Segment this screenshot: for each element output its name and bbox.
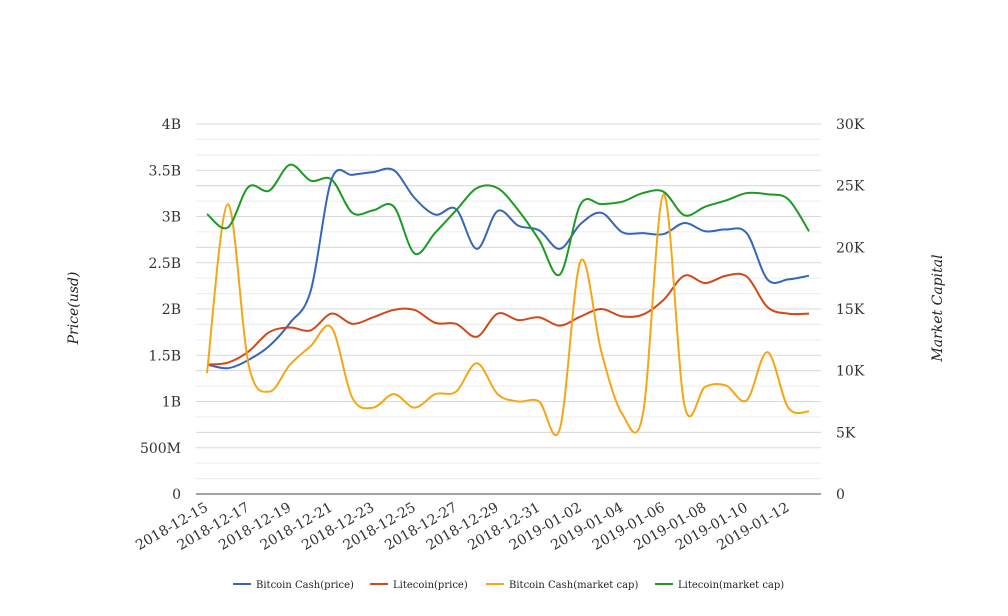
legend-label-bitcoin-cash-market-cap: Bitcoin Cash(market cap) [509,580,638,591]
y-left-tick-label: 4B [162,117,181,133]
y-left-tick-label: 1.5B [148,348,181,364]
y-left-tick-label: 0 [172,487,181,503]
y-left-tick-label: 2.5B [148,256,181,272]
legend-label-bitcoin-cash-price: Bitcoin Cash(price) [256,580,354,591]
y-left-tick-label: 2B [162,302,181,318]
series-line-litecoin-market-cap [206,163,810,277]
series-line-bitcoin-cash-price [206,167,810,370]
y-right-tick-label: 30K [836,117,865,133]
series-line-litecoin-price [206,272,810,366]
axes: 0 500M 1B 1.5B 2B 2.5B 3B 3.5B 4B 0 5K 10K 15K 20K 25K… [133,117,865,554]
y-left-axis-title: Price(usd) [66,272,82,346]
y-right-tick-label: 25K [836,179,865,195]
legend-label-litecoin-market-cap: Litecoin(market cap) [678,580,784,591]
y-left-tick-label: 500M [140,441,181,457]
legend-label-litecoin-price: Litecoin(price) [393,580,468,591]
grid-lines [196,123,821,495]
y-right-tick-label: 10K [836,364,865,380]
y-left-tick-label: 3B [162,210,181,226]
y-left-tick-label: 3.5B [148,163,181,179]
y-right-tick-label: 15K [836,302,865,318]
series-line-bitcoin-cash-market-cap [206,193,810,437]
legend: Bitcoin Cash(price) Litecoin(price) Bitcoi… [233,580,784,591]
y-left-tick-label: 1B [162,395,181,411]
series-lines [206,163,810,437]
y-right-tick-label: 0 [836,487,845,503]
y-right-axis-title: Market Capital [930,254,946,362]
y-right-tick-label: 20K [836,240,865,256]
y-right-tick-label: 5K [836,425,856,441]
